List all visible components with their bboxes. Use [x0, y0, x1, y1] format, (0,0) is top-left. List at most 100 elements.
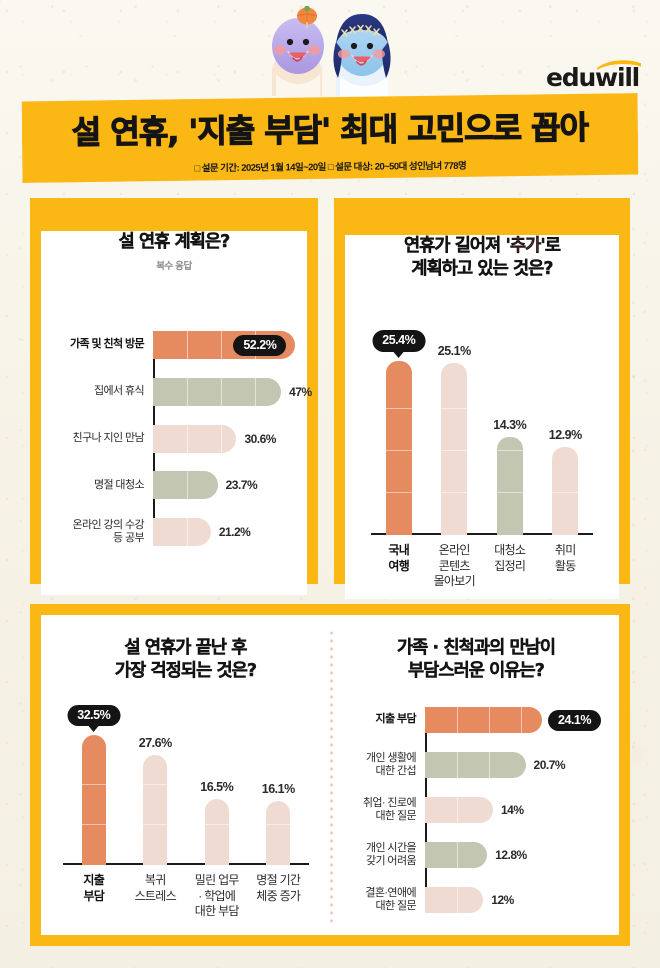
bar-category-label: 온라인 콘텐츠 몰아보기 — [433, 543, 476, 589]
bar-segment-tick — [457, 842, 458, 868]
bar-value-label: 14.3% — [493, 417, 527, 432]
bar-segment-tick — [81, 784, 106, 785]
title-banner: 설 연휴, '지출 부담' 최대 고민으로 꼽아 □ 설문 기간: 2025년 … — [22, 93, 639, 183]
bar-fill — [441, 362, 468, 535]
bar-category-label: 지출 부담 — [83, 873, 105, 903]
panel-3-title: 설 연휴가 끝난 후 가장 걱정되는 것은? — [41, 637, 330, 683]
panel-4-title-line1: 가족 · 친척과의 만남이 — [396, 638, 556, 658]
bar-segment-tick — [385, 450, 412, 451]
bar-value-label: 27.6% — [138, 735, 172, 750]
bar-value-label: 14% — [501, 803, 524, 817]
panel-1-chart: 가족 및 친척 방문 52.2% 집에서 휴식 47% 친구나 지인 만남 30.6% 명절… — [70, 331, 312, 546]
bar-fill — [425, 842, 488, 868]
bar-category-label: 명절 대청소 — [93, 478, 145, 491]
panel-divider — [330, 629, 333, 923]
card-inner-3: 설 연휴가 끝난 후 가장 걱정되는 것은? 32.5% 지출 부담 27.6% 복귀… — [41, 615, 619, 935]
bar-segment-tick — [385, 492, 412, 493]
bar-segment-tick — [143, 784, 168, 785]
bar-value-label: 16.5% — [200, 780, 234, 794]
bar-row: 집에서 휴식 47% — [94, 377, 312, 406]
bar-value-label: 12.9% — [548, 427, 582, 442]
panel-2-title-post: '로 — [540, 236, 561, 256]
bar-fill — [552, 446, 579, 535]
bar-value-label: 20.7% — [533, 758, 566, 772]
bar-column: 32.5% 지출 부담 — [63, 704, 125, 903]
bar-category-label: 온라인 강의 수강 등 공부 — [72, 518, 144, 544]
bar-column: 14.3% 대청소 집정리 — [482, 343, 538, 573]
value-badge: 24.1% — [548, 710, 601, 731]
card-panel-2: 연휴가 길어져 '추가'로 계획하고 있는 것은? 25.4% 국내 여행 25.1… — [334, 198, 630, 599]
mascot-illustration — [250, 0, 410, 96]
bar-value-label: 23.7% — [225, 478, 258, 493]
value-badge: 52.2% — [233, 335, 287, 356]
bar-category-label: 지출 부담 — [375, 713, 416, 726]
bar-column: 12.9% 취미 활동 — [538, 343, 594, 573]
bar-value-label: 25.1% — [437, 343, 471, 358]
bar-row: 가족 및 친척 방문 52.2% — [70, 331, 303, 359]
bar-value-label: 12.8% — [495, 848, 527, 862]
bar-segment-tick — [255, 377, 256, 406]
bar-column: 25.4% 국내 여행 — [371, 330, 427, 573]
bar-row: 개인 시간을 갖기 어려움 12.8% — [366, 842, 561, 868]
bar-category-label: 개인 생활에 대한 간섭 — [365, 751, 417, 777]
panel-4-chart: 지출 부담 24.1% 개인 생활에 대한 간섭 20.7% 취업· 진로에 대한 질문… — [363, 707, 601, 913]
bar-category-label: 명절 기간 체중 증가 — [256, 873, 301, 903]
bar-segment-tick — [221, 424, 222, 453]
bar-category-label: 복귀 스트레스 — [134, 873, 177, 903]
bar-fill — [425, 797, 493, 823]
bar-segment-tick — [441, 450, 468, 451]
bar-segment-tick — [441, 408, 468, 409]
bar-segment-tick — [441, 492, 468, 493]
bar-value-label: 16.1% — [261, 781, 295, 796]
bar-category-label: 집에서 휴식 — [93, 385, 145, 398]
bar-row: 결혼·연애에 대한 질문 12% — [365, 887, 561, 913]
chart-baseline — [371, 533, 593, 535]
bar-fill — [153, 471, 218, 500]
page-title: 설 연휴, '지출 부담' 최대 고민으로 꼽아 — [71, 108, 589, 152]
card-inner-1: 설 연휴 계획은? 복수 응답 가족 및 친척 방문 52.2% 집에서 휴식 47%… — [41, 231, 312, 595]
bar-segment-tick — [496, 450, 523, 451]
panel-2-title-line2: 계획하고 있는 것은? — [411, 259, 554, 280]
bar-category-label: 밀린 업무 · 학업에 대한 부담 — [194, 873, 240, 919]
bar-category-label: 결혼·연애에 대한 질문 — [365, 886, 416, 912]
bar-fill — [385, 360, 412, 535]
bar-category-label: 개인 시간을 갖기 어려움 — [365, 841, 417, 867]
bar-fill — [266, 800, 291, 865]
bar-column: 27.6% 복귀 스트레스 — [125, 721, 187, 903]
panel-1-title: 설 연휴 계획은? — [118, 232, 230, 252]
bar-category-label: 취미 활동 — [554, 543, 576, 573]
bar-fill — [425, 887, 484, 913]
bar-fill — [153, 518, 211, 546]
card-inner-2: 연휴가 길어져 '추가'로 계획하고 있는 것은? 25.4% 국내 여행 25.1… — [345, 235, 619, 599]
bar-value-label: 12% — [491, 893, 514, 907]
bar-segment-tick — [204, 824, 229, 825]
bar-fill — [153, 424, 237, 453]
bar-fill — [81, 735, 106, 865]
bar-column: 25.1% 온라인 콘텐츠 몰아보기 — [427, 343, 483, 588]
value-badge: 25.4% — [372, 330, 426, 352]
mascot-svg — [271, 6, 391, 96]
logo-swoosh-icon — [597, 60, 641, 70]
bar-segment-tick — [221, 377, 222, 406]
eduwill-logo[interactable]: eduwill — [542, 56, 646, 92]
bar-segment-tick — [521, 707, 522, 733]
card-panel-3-4: 설 연휴가 끝난 후 가장 걱정되는 것은? 32.5% 지출 부담 27.6% 복귀… — [30, 604, 630, 946]
panel-2-title: 연휴가 길어져 '추가'로 계획하고 있는 것은? — [345, 235, 619, 281]
panel-3: 설 연휴가 끝난 후 가장 걱정되는 것은? 32.5% 지출 부담 27.6% 복귀… — [41, 615, 330, 935]
chart-baseline — [63, 863, 309, 865]
panel-2-chart: 25.4% 국내 여행 25.1% 온라인 콘텐츠 몰아보기 14.3% 대청소 집정리 1… — [371, 330, 594, 588]
bar-segment-tick — [143, 824, 168, 825]
bar-segment-tick — [187, 518, 188, 546]
panel-2-title-pre: 연휴가 길어져 ' — [403, 236, 511, 256]
bar-segment-tick — [187, 424, 188, 453]
bar-segment-tick — [457, 752, 458, 778]
bar-column: 16.1% 명절 기간 체중 증가 — [248, 721, 310, 903]
bar-value-label: 47% — [289, 384, 312, 399]
bar-category-label: 대청소 집정리 — [494, 543, 526, 573]
survey-meta: □ 설문 기간: 2025년 1월 14일~20일 □ 설문 대상: 20~50… — [194, 160, 467, 175]
bar-segment-tick — [187, 377, 188, 406]
bar-row: 지출 부담 24.1% — [375, 707, 601, 733]
bar-segment-tick — [489, 707, 490, 733]
bar-segment-tick — [457, 887, 458, 913]
bar-segment-tick — [266, 824, 291, 825]
